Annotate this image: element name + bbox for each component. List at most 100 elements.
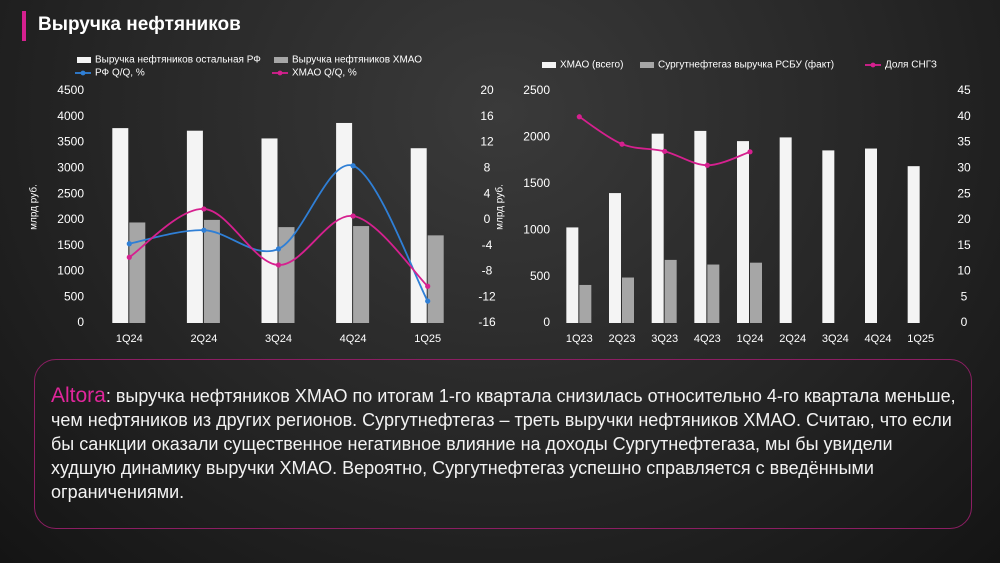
y2-tick-label: -4 — [482, 238, 493, 252]
bar — [129, 222, 146, 323]
bar — [737, 141, 749, 323]
y2-tick-label: 12 — [480, 135, 494, 149]
bar — [907, 166, 920, 323]
y-tick-label: 4500 — [57, 83, 84, 97]
bar — [779, 137, 792, 323]
bar — [651, 133, 664, 323]
y-tick-label: 500 — [64, 289, 84, 303]
bar — [865, 148, 877, 323]
y2-tick-label: 20 — [480, 83, 494, 97]
x-tick-label: 3Q24 — [822, 333, 849, 345]
bar — [622, 277, 634, 323]
author: Altora — [51, 384, 106, 407]
point — [201, 206, 207, 212]
x-tick-label: 4Q24 — [340, 333, 367, 345]
y-tick-label: 3000 — [57, 161, 84, 175]
point — [201, 227, 207, 233]
y-tick-label: 1500 — [57, 238, 84, 252]
y-tick-label: 3500 — [57, 135, 84, 149]
bar — [579, 284, 592, 323]
bar — [566, 227, 579, 323]
y-tick-label: 2000 — [523, 130, 550, 144]
y2-tick-label: -12 — [478, 289, 496, 303]
y2-tick-label: 30 — [957, 161, 971, 175]
legend-swatch — [274, 57, 288, 63]
legend-point — [80, 70, 86, 76]
legend-label: РФ Q/Q, % — [95, 68, 145, 79]
bar — [750, 262, 762, 323]
legend-label: Доля СНГЗ — [885, 60, 937, 71]
bar — [353, 226, 370, 323]
y2-tick-label: 25 — [957, 186, 971, 200]
point — [576, 114, 582, 120]
legend-label: ХМАО (всего) — [560, 60, 623, 71]
bar — [278, 227, 295, 323]
y-tick-label: 1000 — [57, 264, 84, 278]
legend-swatch — [640, 62, 654, 68]
point — [126, 241, 132, 247]
bar — [186, 130, 203, 323]
point — [704, 162, 710, 168]
title-accent — [22, 11, 26, 41]
x-tick-label: 3Q23 — [651, 333, 678, 345]
commentary-text: : выручка нефтяников ХМАО по итогам 1-го… — [51, 386, 956, 502]
point — [662, 148, 668, 154]
x-tick-label: 4Q24 — [865, 333, 892, 345]
point — [126, 254, 132, 260]
y2-tick-label: 16 — [480, 109, 494, 123]
y-tick-label: 2500 — [523, 83, 550, 97]
y-tick-label: 500 — [530, 269, 550, 283]
y-tick-label: 1500 — [523, 176, 550, 190]
bar — [609, 193, 621, 323]
y2-tick-label: 35 — [957, 135, 971, 149]
bar — [707, 264, 720, 323]
y2-tick-label: 5 — [961, 289, 968, 303]
x-tick-label: 2Q24 — [779, 333, 806, 345]
x-tick-label: 1Q25 — [414, 333, 441, 345]
x-tick-label: 3Q24 — [265, 333, 292, 345]
bar — [694, 130, 707, 323]
y2-tick-label: 20 — [957, 212, 971, 226]
y-axis-label: млрд руб. — [494, 184, 506, 230]
point — [275, 246, 282, 252]
y2-tick-label: 45 — [957, 83, 971, 97]
legend-point — [277, 70, 283, 76]
legend-swatch — [542, 62, 556, 68]
y2-tick-label: 8 — [484, 161, 491, 175]
point — [350, 213, 356, 219]
point — [747, 149, 753, 155]
slide-title: Выручка нефтяников — [38, 14, 241, 35]
legend-label: Выручка нефтяников ХМАО — [292, 54, 422, 66]
y-tick-label: 0 — [543, 315, 550, 329]
x-tick-label: 2Q24 — [190, 333, 217, 345]
point — [425, 283, 431, 289]
x-tick-label: 1Q25 — [907, 333, 934, 345]
bar — [410, 148, 427, 323]
x-tick-label: 1Q23 — [566, 333, 593, 345]
x-tick-label: 2Q23 — [609, 333, 636, 345]
legend-point — [870, 62, 876, 68]
line — [129, 164, 429, 302]
bar — [664, 259, 677, 323]
x-tick-label: 4Q23 — [694, 333, 721, 345]
y-tick-label: 1000 — [523, 222, 550, 236]
point — [619, 141, 625, 147]
bar — [427, 235, 444, 323]
bar — [112, 128, 129, 323]
y-tick-label: 2500 — [57, 186, 84, 200]
y2-tick-label: 40 — [957, 109, 971, 123]
y2-tick-label: 0 — [961, 315, 968, 329]
y2-tick-label: -16 — [478, 315, 496, 329]
bar — [822, 150, 835, 323]
commentary: Altora: выручка нефтяников ХМАО по итога… — [34, 359, 972, 529]
legend-swatch — [77, 57, 91, 63]
y-tick-label: 2000 — [57, 212, 84, 226]
point — [425, 298, 431, 304]
x-tick-label: 1Q24 — [737, 333, 764, 345]
y-tick-label: 0 — [77, 315, 84, 329]
y-tick-label: 4000 — [57, 109, 84, 123]
y2-tick-label: 10 — [957, 264, 971, 278]
point — [350, 163, 356, 169]
